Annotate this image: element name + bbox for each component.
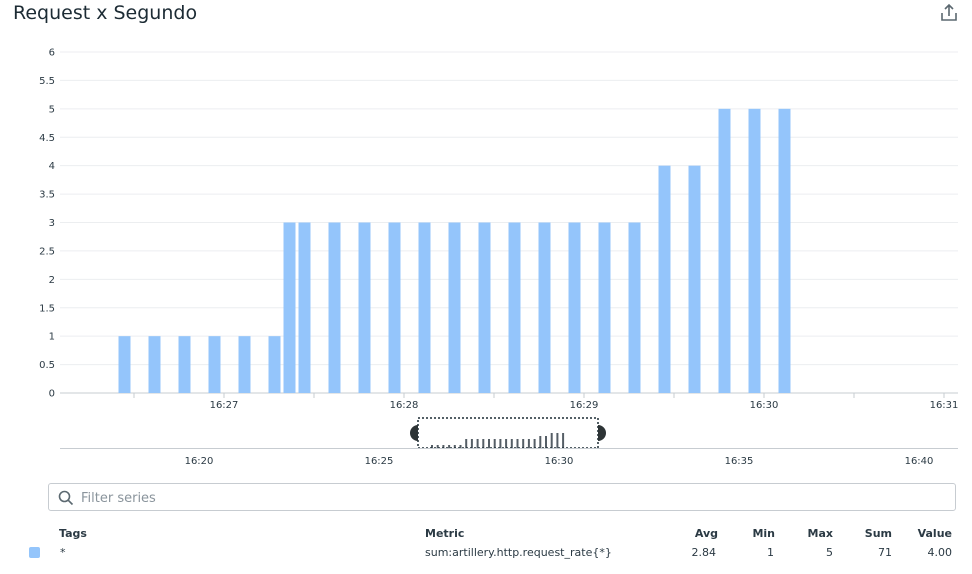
series-color-swatch[interactable]	[29, 547, 40, 558]
column-header-tags[interactable]: Tags	[59, 527, 87, 540]
bar[interactable]	[478, 222, 491, 394]
x-tick-label: 16:27	[210, 400, 239, 411]
navigator-tick-label: 16:40	[905, 456, 934, 467]
navigator-bar	[556, 433, 559, 448]
bar[interactable]	[748, 108, 761, 393]
bar[interactable]	[718, 108, 731, 393]
navigator-bar	[522, 439, 525, 448]
y-tick-label: 4.5	[39, 133, 55, 144]
navigator-bar	[448, 445, 451, 448]
y-tick-label: 6	[49, 48, 55, 59]
bar[interactable]	[268, 336, 281, 393]
y-tick-label: 5.5	[39, 76, 55, 87]
navigator-bar	[516, 439, 519, 448]
navigator-left-handle[interactable]	[410, 425, 418, 441]
navigator-bar	[562, 433, 565, 448]
navigator-bar	[533, 439, 536, 448]
bar[interactable]	[598, 222, 611, 394]
y-tick-label: 0.5	[39, 360, 55, 371]
filter-series-input[interactable]	[79, 487, 943, 509]
bar[interactable]	[538, 222, 551, 394]
navigator-tick-label: 16:35	[725, 456, 754, 467]
y-tick-label: 5	[49, 104, 55, 115]
bar[interactable]	[358, 222, 371, 394]
navigator-bar	[488, 439, 490, 448]
search-icon	[58, 490, 74, 506]
bar[interactable]	[448, 222, 461, 394]
y-tick-label: 4	[49, 161, 55, 172]
navigator-bar	[442, 445, 445, 448]
bar[interactable]	[298, 222, 311, 394]
navigator-bar	[459, 445, 462, 448]
row-min: 1	[767, 546, 774, 559]
navigator-bar	[465, 439, 468, 448]
navigator-bar	[545, 436, 547, 448]
bar[interactable]	[238, 336, 251, 393]
row-metric: sum:artillery.http.request_rate{*}	[425, 546, 612, 559]
navigator-bar	[431, 445, 433, 448]
bar[interactable]	[418, 222, 431, 394]
time-navigator[interactable]: 16:20 16:25 16:30 16:35 16:40	[0, 414, 972, 474]
filter-series-box[interactable]	[48, 483, 956, 511]
row-avg: 2.84	[691, 546, 717, 559]
navigator-tick-label: 16:25	[365, 456, 394, 467]
navigator-bar	[539, 436, 542, 448]
bar[interactable]	[118, 336, 131, 393]
navigator-tick-label: 16:20	[185, 456, 214, 467]
export-icon[interactable]	[938, 2, 960, 24]
column-header-metric[interactable]: Metric	[425, 527, 465, 540]
column-header-avg[interactable]: Avg	[694, 527, 718, 540]
chart-title: Request x Segundo	[13, 2, 198, 24]
x-tick-label: 16:28	[390, 400, 419, 411]
navigator-tick-label: 16:30	[545, 456, 574, 467]
navigator-bar	[493, 439, 496, 448]
x-tick-label: 16:29	[570, 400, 599, 411]
navigator-bar	[499, 439, 502, 448]
y-tick-label: 1.5	[39, 303, 55, 314]
navigator-bar	[505, 439, 508, 448]
bar[interactable]	[778, 108, 791, 393]
navigator-bar	[510, 439, 513, 448]
row-tags: *	[60, 546, 66, 559]
bar[interactable]	[388, 222, 401, 394]
navigator-bar	[436, 445, 439, 448]
y-tick-label: 2	[49, 275, 55, 286]
y-tick-label: 0	[49, 389, 55, 400]
bar[interactable]	[568, 222, 581, 394]
navigator-bar	[470, 439, 473, 448]
y-tick-label: 3	[49, 218, 55, 229]
main-chart: 0 0.5 1 1.5 2 2.5 3 3.5 4 4.5 5 5.5 6 16:27 16:28 16:2…	[39, 48, 959, 412]
x-tick-label: 16:31	[930, 400, 959, 411]
column-header-value[interactable]: Value	[917, 527, 952, 540]
column-header-sum[interactable]: Sum	[864, 527, 892, 540]
row-value: 4.00	[927, 546, 953, 559]
navigator-bar	[453, 445, 456, 448]
navigator-bar	[527, 439, 530, 448]
navigator-bar	[482, 439, 485, 448]
y-tick-label: 3.5	[39, 190, 55, 201]
row-max: 5	[826, 546, 833, 559]
column-header-min[interactable]: Min	[752, 527, 775, 540]
row-sum: 71	[878, 546, 892, 559]
navigator-bar	[476, 439, 479, 448]
navigator-right-handle[interactable]	[598, 425, 606, 441]
bar[interactable]	[628, 222, 641, 394]
y-tick-label: 2.5	[39, 246, 55, 257]
bar[interactable]	[658, 165, 671, 393]
bar[interactable]	[148, 336, 161, 393]
bar[interactable]	[508, 222, 521, 394]
bar[interactable]	[208, 336, 221, 393]
bar[interactable]	[328, 222, 341, 394]
bar[interactable]	[688, 165, 701, 393]
x-tick-label: 16:30	[750, 400, 779, 411]
navigator-selection[interactable]	[417, 417, 599, 449]
bar[interactable]	[178, 336, 191, 393]
y-tick-label: 1	[49, 332, 55, 343]
bar[interactable]	[283, 222, 296, 394]
column-header-max[interactable]: Max	[807, 527, 833, 540]
navigator-bar	[550, 433, 553, 448]
